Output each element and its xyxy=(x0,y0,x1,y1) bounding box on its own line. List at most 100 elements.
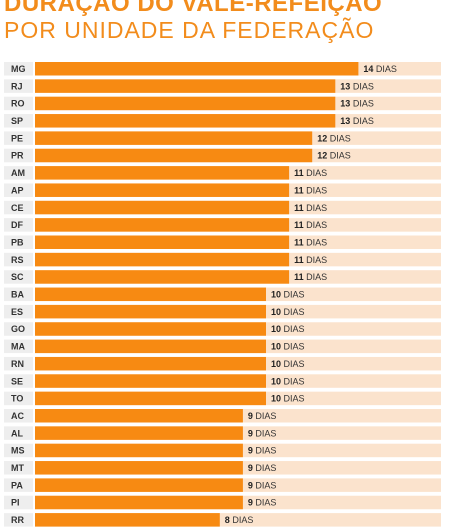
category-label-box xyxy=(4,79,33,93)
data-label: 13 DIAS xyxy=(340,81,374,91)
category-label-box xyxy=(4,356,33,371)
data-label: 10 DIAS xyxy=(271,376,305,386)
category-label: RR xyxy=(11,515,24,525)
bar xyxy=(35,409,243,423)
chart-title: DURAÇÃO DO VALE-REFEIÇÃO xyxy=(4,0,383,17)
category-label-box xyxy=(4,426,33,440)
data-label: 13 DIAS xyxy=(340,99,374,109)
category-label-box xyxy=(4,304,33,319)
category-label-box xyxy=(4,252,33,267)
data-label: 11 DIAS xyxy=(294,255,327,265)
category-label: SE xyxy=(11,376,23,386)
bar xyxy=(35,513,220,527)
bar xyxy=(35,218,290,232)
data-label: 11 DIAS xyxy=(294,168,327,178)
bar xyxy=(35,200,290,215)
category-label-box xyxy=(4,183,33,197)
bar xyxy=(35,495,243,510)
category-label: PA xyxy=(11,480,23,490)
category-label: SP xyxy=(11,116,23,126)
category-label-box xyxy=(4,114,33,128)
category-label: MA xyxy=(11,342,25,352)
category-label: SC xyxy=(11,272,24,282)
data-label: 10 DIAS xyxy=(271,394,305,404)
bar xyxy=(35,374,266,388)
category-label: DF xyxy=(11,220,23,230)
category-label-box xyxy=(4,478,33,492)
category-label: MS xyxy=(11,446,25,456)
category-label-box xyxy=(4,322,33,336)
category-label-box xyxy=(4,200,33,215)
data-label: 11 DIAS xyxy=(294,220,327,230)
category-label: AL xyxy=(11,428,23,438)
category-label-box xyxy=(4,166,33,180)
category-label: PR xyxy=(11,151,24,161)
category-label: RS xyxy=(11,255,24,265)
data-label: 10 DIAS xyxy=(271,359,305,369)
data-label: 10 DIAS xyxy=(271,342,305,352)
category-label: RJ xyxy=(11,81,23,91)
data-label: 12 DIAS xyxy=(317,151,351,161)
bar xyxy=(35,252,290,267)
category-label-box xyxy=(4,287,33,302)
category-label-box xyxy=(4,339,33,354)
category-label: GO xyxy=(11,324,25,334)
bar xyxy=(35,356,266,371)
data-label: 9 DIAS xyxy=(248,411,277,421)
category-label: RO xyxy=(11,99,25,109)
category-label-box xyxy=(4,461,33,475)
bar xyxy=(35,304,266,319)
category-label-box xyxy=(4,409,33,423)
category-label-box xyxy=(4,391,33,406)
data-label: 9 DIAS xyxy=(248,463,277,473)
bar xyxy=(35,235,290,249)
category-label: TO xyxy=(11,394,23,404)
bar xyxy=(35,443,243,458)
data-label: 10 DIAS xyxy=(271,307,305,317)
bar xyxy=(35,461,243,475)
data-label: 12 DIAS xyxy=(317,133,351,143)
bar xyxy=(35,287,266,302)
data-label: 8 DIAS xyxy=(225,515,254,525)
bar xyxy=(35,391,266,406)
data-label: 11 DIAS xyxy=(294,272,327,282)
bar xyxy=(35,62,359,76)
data-label: 13 DIAS xyxy=(340,116,374,126)
category-label-box xyxy=(4,235,33,249)
bar xyxy=(35,183,290,197)
data-label: 9 DIAS xyxy=(248,446,277,456)
data-label: 14 DIAS xyxy=(363,64,397,74)
bar xyxy=(35,96,336,111)
category-label-box xyxy=(4,443,33,458)
category-label: ES xyxy=(11,307,23,317)
data-label: 10 DIAS xyxy=(271,290,305,300)
data-label: 11 DIAS xyxy=(294,237,327,247)
chart-subtitle: POR UNIDADE DA FEDERAÇÃO xyxy=(4,17,375,43)
bar xyxy=(35,322,266,336)
data-label: 9 DIAS xyxy=(248,428,277,438)
category-label: PI xyxy=(11,498,20,508)
category-label-box xyxy=(4,495,33,510)
bar xyxy=(35,148,313,163)
category-label: RN xyxy=(11,359,24,369)
bar xyxy=(35,131,313,145)
bar xyxy=(35,79,336,93)
category-label: MG xyxy=(11,64,26,74)
category-label-box xyxy=(4,131,33,145)
bar xyxy=(35,426,243,440)
category-label-box xyxy=(4,513,33,527)
category-label-box xyxy=(4,148,33,163)
bar xyxy=(35,478,243,492)
data-label: 11 DIAS xyxy=(294,185,327,195)
category-label-box xyxy=(4,218,33,232)
category-label: AM xyxy=(11,168,25,178)
data-label: 10 DIAS xyxy=(271,324,305,334)
category-label-box xyxy=(4,62,33,76)
category-label-box xyxy=(4,270,33,284)
category-label: AP xyxy=(11,185,24,195)
data-label: 11 DIAS xyxy=(294,203,327,213)
category-label-box xyxy=(4,96,33,111)
data-label: 9 DIAS xyxy=(248,498,277,508)
bar xyxy=(35,166,290,180)
